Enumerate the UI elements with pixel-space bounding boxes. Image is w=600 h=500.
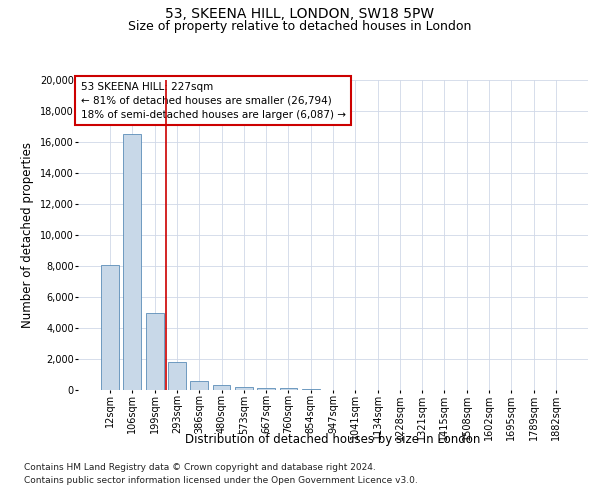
Bar — [190, 380, 208, 390]
Text: Contains public sector information licensed under the Open Government Licence v3: Contains public sector information licen… — [24, 476, 418, 485]
Bar — [124, 134, 142, 390]
Bar — [257, 388, 275, 390]
Y-axis label: Number of detached properties: Number of detached properties — [22, 142, 34, 328]
Bar — [146, 312, 164, 390]
Bar — [168, 362, 186, 390]
Text: Size of property relative to detached houses in London: Size of property relative to detached ho… — [128, 20, 472, 33]
Text: Distribution of detached houses by size in London: Distribution of detached houses by size … — [185, 432, 481, 446]
Bar — [101, 265, 119, 390]
Text: Contains HM Land Registry data © Crown copyright and database right 2024.: Contains HM Land Registry data © Crown c… — [24, 464, 376, 472]
Bar — [302, 389, 320, 390]
Text: 53, SKEENA HILL, LONDON, SW18 5PW: 53, SKEENA HILL, LONDON, SW18 5PW — [166, 8, 434, 22]
Text: 53 SKEENA HILL: 227sqm
← 81% of detached houses are smaller (26,794)
18% of semi: 53 SKEENA HILL: 227sqm ← 81% of detached… — [80, 82, 346, 120]
Bar — [235, 386, 253, 390]
Bar — [212, 384, 230, 390]
Bar — [280, 388, 298, 390]
